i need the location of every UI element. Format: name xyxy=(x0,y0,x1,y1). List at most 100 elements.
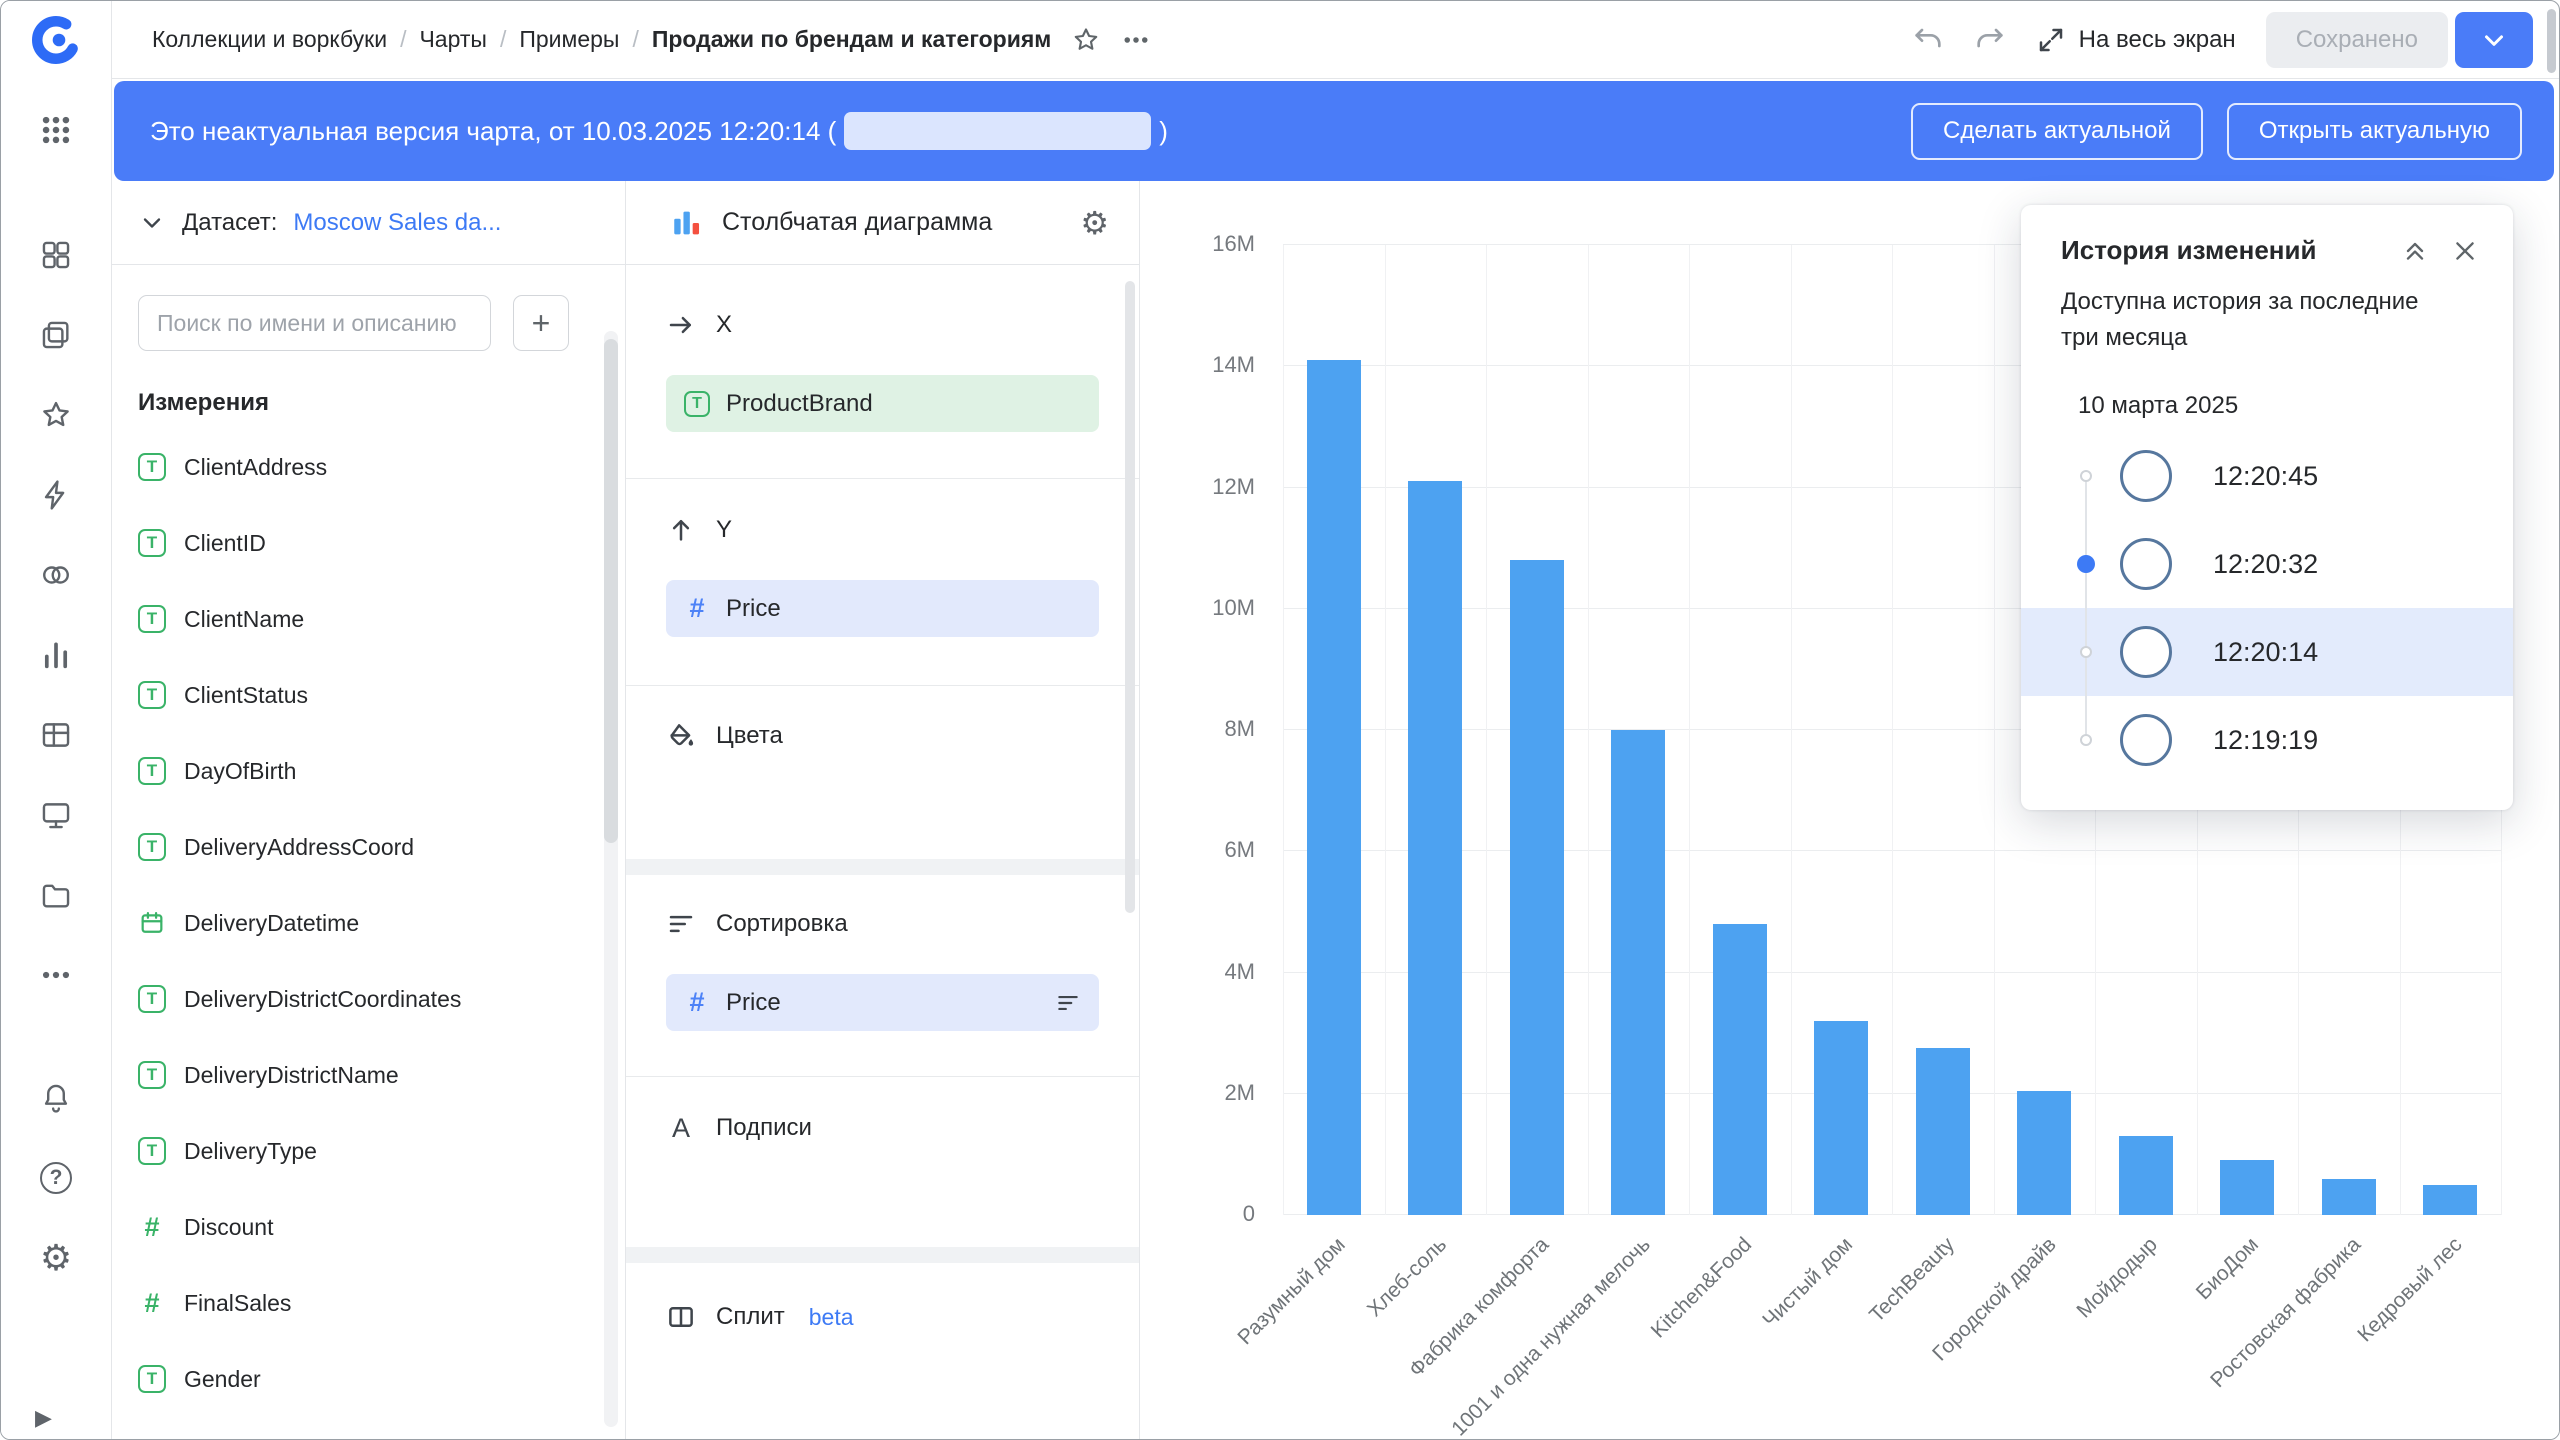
field-row[interactable]: T ClientName xyxy=(112,581,625,657)
editor-bolt-icon[interactable] xyxy=(1,455,112,535)
chevron-down-icon[interactable] xyxy=(138,209,166,237)
field-row[interactable]: T DeliveryDistrictName xyxy=(112,1037,625,1113)
scrollbar-thumb[interactable] xyxy=(604,339,618,844)
storage-icon[interactable] xyxy=(1,855,112,935)
bar[interactable] xyxy=(2118,1136,2173,1215)
radio-dot-icon xyxy=(2080,646,2092,658)
gridline xyxy=(1283,245,1284,1215)
dataset-panel: Датасет: Moscow Sales da... + Измерения … xyxy=(112,181,626,1439)
history-entry[interactable]: 12:20:45 xyxy=(2021,432,2513,520)
bar[interactable] xyxy=(2220,1160,2275,1215)
breadcrumb-item[interactable]: Чарты xyxy=(419,26,487,52)
y-field-pill[interactable]: # Price xyxy=(666,580,1099,637)
history-subtitle: Доступна история за последние три месяца xyxy=(2061,288,2419,351)
tables-icon[interactable] xyxy=(1,695,112,775)
sort-field-pill[interactable]: # Price xyxy=(666,974,1099,1031)
collapse-arrow-icon[interactable]: ▶ xyxy=(35,1405,52,1430)
string-type-icon: T xyxy=(138,757,166,785)
field-row[interactable]: # FinalSales xyxy=(112,1265,625,1341)
bar[interactable] xyxy=(2321,1178,2376,1215)
collapse-panel-icon[interactable] xyxy=(2401,237,2429,265)
fullscreen-button[interactable]: На весь экран xyxy=(2036,25,2236,55)
field-row[interactable]: DeliveryDatetime xyxy=(112,885,625,961)
chart-settings-gear-icon[interactable]: ⚙ xyxy=(1080,204,1109,241)
bar-cell: Ростовская фабрика xyxy=(2206,245,2400,1392)
field-search-input[interactable] xyxy=(138,295,491,351)
relations-icon[interactable] xyxy=(1,535,112,615)
workbooks-icon[interactable] xyxy=(1,295,112,375)
favorites-star-icon[interactable] xyxy=(1,375,112,455)
field-row[interactable]: T Gender xyxy=(112,1341,625,1417)
bar[interactable] xyxy=(2017,1090,2072,1215)
field-row[interactable]: T ClientAddress xyxy=(112,429,625,505)
redo-icon[interactable] xyxy=(1974,24,2006,56)
field-row[interactable]: T DeliveryAddressCoord xyxy=(112,809,625,885)
field-row[interactable]: T ClientID xyxy=(112,505,625,581)
more-menu-icon[interactable] xyxy=(1121,25,1151,55)
open-actual-button[interactable]: Открыть актуальную xyxy=(2226,102,2522,160)
field-row[interactable]: # Discount xyxy=(112,1189,625,1265)
sort-icon xyxy=(669,915,693,933)
x-section-label: X xyxy=(716,311,733,338)
string-type-icon: T xyxy=(138,1365,166,1393)
save-button[interactable]: Сохранено xyxy=(2265,11,2448,68)
history-entry[interactable]: 12:20:14 xyxy=(2021,608,2513,696)
field-row[interactable]: T DayOfBirth xyxy=(112,733,625,809)
version-time: 12:20:14 xyxy=(2213,636,2319,667)
collections-icon[interactable] xyxy=(1,215,112,295)
bar[interactable] xyxy=(1509,560,1564,1215)
bar-cell: Кедровый лес xyxy=(2353,245,2502,1346)
dashboards-icon[interactable] xyxy=(1,775,112,855)
bar[interactable] xyxy=(1611,730,1666,1215)
x-field-pill[interactable]: T ProductBrand xyxy=(666,375,1099,432)
y-axis-label: 14M xyxy=(1212,352,1255,378)
close-icon[interactable] xyxy=(2451,237,2479,265)
bar[interactable] xyxy=(2423,1184,2478,1215)
chart-config-panel: Столбчатая диаграмма ⚙ X T ProductBrand xyxy=(626,181,1140,1439)
scrollbar-thumb[interactable] xyxy=(1125,281,1135,913)
history-entry[interactable]: 12:19:19 xyxy=(2021,696,2513,784)
field-name: ClientName xyxy=(184,605,305,632)
section-divider xyxy=(626,859,1139,875)
dataset-link[interactable]: Moscow Sales da... xyxy=(293,208,502,236)
bars-row: Разумный дом Хлеб-соль Фабрика комфорта 100… xyxy=(1234,245,2502,1439)
x-section: X T ProductBrand xyxy=(626,265,1139,479)
bar[interactable] xyxy=(1915,1048,1970,1215)
number-type-icon: # xyxy=(689,987,705,1017)
field-row[interactable]: T DeliveryType xyxy=(112,1113,625,1189)
y-field-name: Price xyxy=(726,594,781,622)
bar[interactable] xyxy=(1306,360,1361,1215)
bar[interactable] xyxy=(1814,1021,1869,1215)
field-name: DeliveryDistrictCoordinates xyxy=(184,985,462,1012)
sort-section-label: Сортировка xyxy=(716,910,848,937)
more-icon[interactable] xyxy=(1,935,112,1015)
datalens-logo[interactable] xyxy=(29,13,83,67)
favorite-star-icon[interactable] xyxy=(1071,25,1101,55)
page-scrollbar[interactable] xyxy=(2547,9,2556,73)
settings-gear-icon[interactable]: ⚙ xyxy=(1,1218,112,1298)
datalens-logo-icon xyxy=(32,16,80,64)
apps-grid-icon[interactable] xyxy=(39,113,73,147)
bar[interactable] xyxy=(1712,924,1767,1215)
help-icon[interactable]: ? xyxy=(1,1138,112,1218)
history-entry[interactable]: 12:20:32 xyxy=(2021,520,2513,608)
breadcrumb-item[interactable]: Примеры xyxy=(519,26,620,52)
field-row[interactable]: T ClientStatus xyxy=(112,657,625,733)
bar[interactable] xyxy=(1408,481,1463,1215)
make-actual-button[interactable]: Сделать актуальной xyxy=(1911,102,2203,160)
notifications-bell-icon[interactable] xyxy=(1,1058,112,1138)
x-axis-label: БиоДом xyxy=(2192,1233,2264,1305)
charts-icon[interactable] xyxy=(1,615,112,695)
y-axis-arrow-icon xyxy=(672,520,690,541)
string-type-icon: T xyxy=(138,1061,166,1089)
add-field-button[interactable]: + xyxy=(513,295,569,351)
gridline xyxy=(1892,245,1893,1215)
sort-order-icon[interactable] xyxy=(1055,990,1081,1016)
y-axis-label: 6M xyxy=(1224,837,1255,863)
breadcrumb-item[interactable]: Коллекции и воркбуки xyxy=(152,26,388,52)
undo-icon[interactable] xyxy=(1912,24,1944,56)
save-dropdown-button[interactable] xyxy=(2455,11,2533,68)
scrollbar[interactable] xyxy=(604,331,618,1427)
chart-type-label[interactable]: Столбчатая диаграмма xyxy=(722,208,993,236)
field-row[interactable]: T DeliveryDistrictCoordinates xyxy=(112,961,625,1037)
